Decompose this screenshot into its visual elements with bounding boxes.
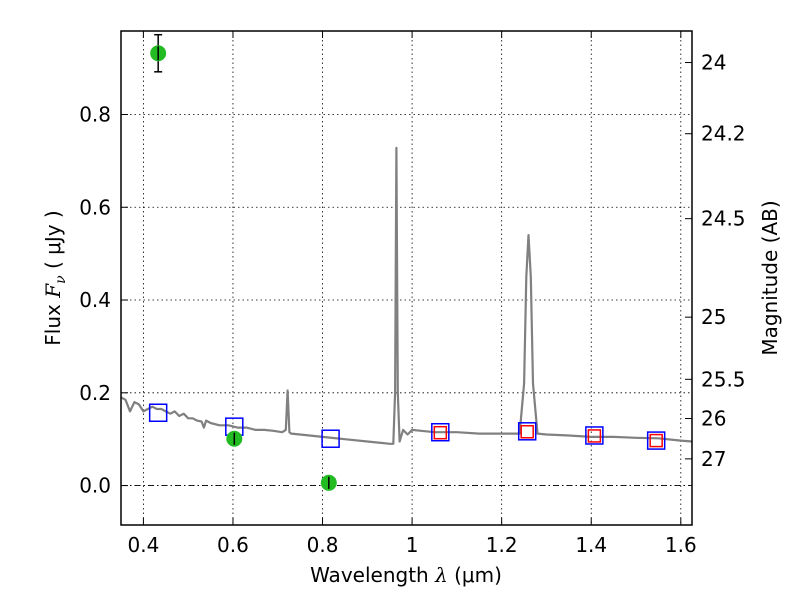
y2-tick-label: 27 [701, 447, 726, 471]
x-tick-label: 1.2 [486, 533, 518, 557]
blue-square-marker [646, 431, 666, 450]
y-tick-label: 0.8 [79, 102, 111, 126]
y2-tick-label: 25 [701, 305, 726, 329]
y-axis-title: Flux Fν ( μJy ) [41, 210, 69, 345]
x-tick-label: 0.4 [127, 533, 159, 557]
x-tick-label: 0.8 [307, 533, 339, 557]
red-square-marker [587, 429, 602, 443]
x-tick-label: 0.6 [217, 533, 249, 557]
y-tick-label: 0.6 [79, 195, 111, 219]
y2-tick-label: 24.5 [701, 207, 746, 231]
grid [121, 31, 692, 525]
y-tick-label: 0.0 [79, 474, 111, 498]
blue-square-marker [148, 403, 168, 422]
blue-square-marker [431, 422, 450, 442]
spectrum-line [121, 146, 692, 445]
y2-tick-label: 26 [701, 407, 726, 431]
ticks: 0.4 0.6 0.8 1 1.2 1.4 1.6 0.0 0.2 0.4 0.6 0.8 24 24.2… [79, 31, 746, 557]
blue-square-marker [321, 429, 340, 448]
x-tick-label: 1.4 [575, 533, 607, 557]
blue-square-marker [585, 426, 604, 445]
y-tick-label: 0.2 [79, 381, 111, 405]
y2-tick-label: 25.5 [701, 367, 746, 391]
plot-area [121, 33, 692, 491]
x-axis-title: Wavelength λ (μm) [310, 563, 502, 587]
red-square-marker [649, 433, 663, 448]
y2-tick-label: 24 [701, 51, 726, 75]
y2-tick-label: 24.2 [701, 122, 746, 146]
y-tick-label: 0.4 [79, 288, 111, 312]
x-tick-label: 1 [406, 533, 419, 557]
series-group [121, 33, 692, 491]
blue-square-marker [517, 422, 537, 441]
plot-frame [120, 30, 693, 526]
red-square-marker [520, 425, 534, 439]
x-tick-label: 1.6 [665, 533, 697, 557]
red-square-marker [433, 425, 448, 440]
y2-axis-title: Magnitude (AB) [758, 200, 782, 355]
